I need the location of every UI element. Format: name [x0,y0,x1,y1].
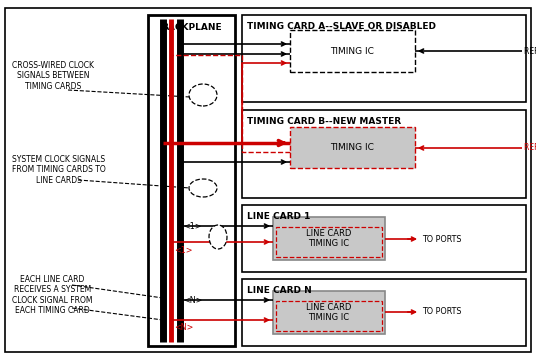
Text: TIMING CARD B--NEW MASTER: TIMING CARD B--NEW MASTER [247,117,401,126]
Ellipse shape [209,225,227,249]
Text: TIMING CARD A--SLAVE OR DISABLED: TIMING CARD A--SLAVE OR DISABLED [247,22,436,31]
Text: EACH LINE CARD
RECEIVES A SYSTEM
CLOCK SIGNAL FROM
EACH TIMING CARD: EACH LINE CARD RECEIVES A SYSTEM CLOCK S… [12,275,93,315]
Bar [242,205,526,272]
Bar [242,110,526,198]
Text: SYSTEM CLOCK SIGNALS
FROM TIMING CARDS TO
LINE CARDS: SYSTEM CLOCK SIGNALS FROM TIMING CARDS T… [12,155,106,185]
Text: REFERENCE CLOCK: REFERENCE CLOCK [524,46,536,55]
Text: LINE CARD
TIMING IC: LINE CARD TIMING IC [306,303,352,322]
Text: TO PORTS: TO PORTS [422,234,461,243]
Text: TIMING IC: TIMING IC [331,143,375,152]
Text: <N>: <N> [183,296,203,305]
Text: BACKPLANE: BACKPLANE [161,23,222,32]
Text: LINE CARD N: LINE CARD N [247,286,312,295]
Text: LINE CARD 1: LINE CARD 1 [247,212,310,221]
Text: <1>: <1> [183,222,202,231]
Bar [242,279,526,346]
Ellipse shape [189,179,217,197]
Bar [290,30,415,72]
Bar [290,127,415,168]
Text: <1>: <1> [174,246,192,255]
Bar [276,227,382,257]
Text: <N>: <N> [174,323,193,332]
Text: REFERENCE CLOCK: REFERENCE CLOCK [524,144,536,153]
Ellipse shape [189,84,217,106]
Bar [273,291,385,334]
Text: LINE CARD
TIMING IC: LINE CARD TIMING IC [306,229,352,248]
Text: CROSS-WIRED CLOCK
SIGNALS BETWEEN
TIMING CARDS: CROSS-WIRED CLOCK SIGNALS BETWEEN TIMING… [12,61,94,91]
Bar [242,15,526,102]
Text: TIMING IC: TIMING IC [331,46,375,55]
Bar [148,15,235,346]
Bar [273,217,385,260]
Bar [276,301,382,331]
Text: TO PORTS: TO PORTS [422,307,461,316]
